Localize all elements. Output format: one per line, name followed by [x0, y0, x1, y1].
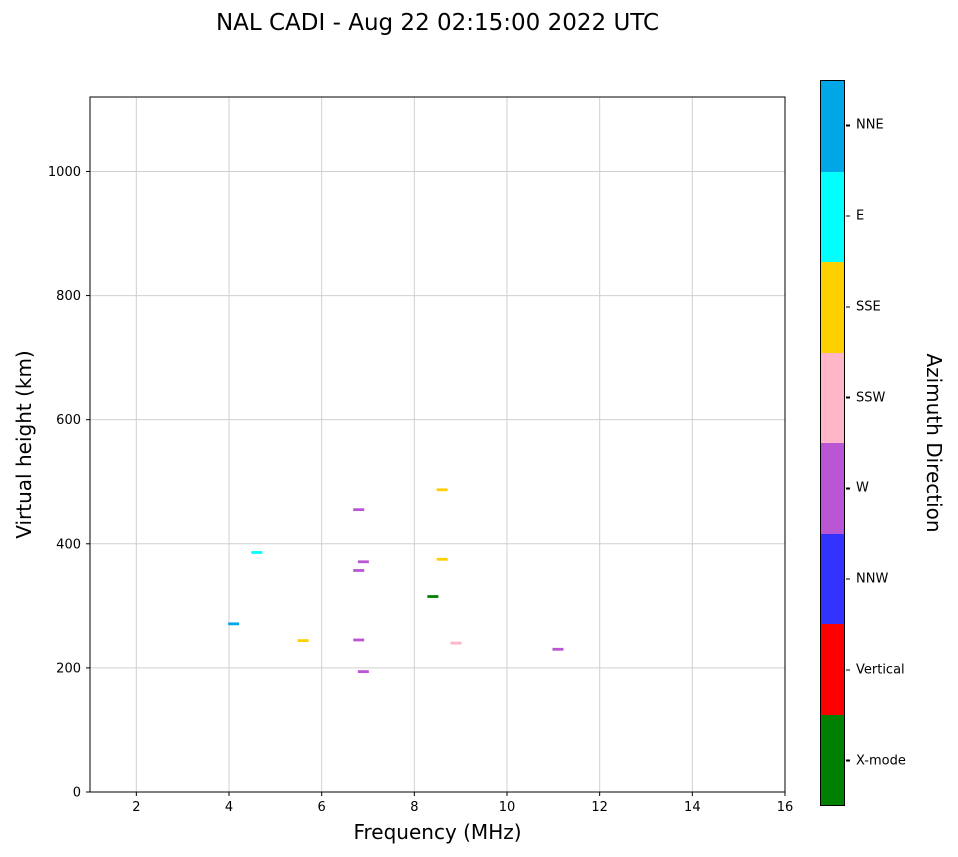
colorbar-tick-X-mode: X-mode [846, 753, 906, 768]
colorbar-tickmark [846, 759, 850, 762]
colorbar-label: X-mode [856, 753, 906, 769]
colorbar-tick-SSW: SSW [846, 390, 885, 405]
colorbar-label: Vertical [856, 662, 905, 678]
y-axis-label: Virtual height (km) [12, 350, 36, 539]
colorbar-label: SSE [856, 299, 881, 315]
x-tick-label: 10 [499, 800, 516, 815]
colorbar-segment-X-mode [821, 714, 844, 805]
colorbar-tickmark [846, 124, 850, 127]
colorbar-segment-SSW [821, 352, 844, 443]
colorbar-label: E [856, 208, 865, 224]
x-axis-label: Frequency (MHz) [353, 820, 522, 844]
colorbar-tickmark [846, 215, 850, 217]
x-tick-label: 2 [132, 800, 140, 815]
colorbar-tick-NNE: NNE [846, 118, 884, 133]
colorbar-tick-Vertical: Vertical [846, 662, 905, 677]
chart-title: NAL CADI - Aug 22 02:15:00 2022 UTC [215, 10, 660, 36]
colorbar [820, 80, 845, 806]
colorbar-segment-E [821, 171, 844, 262]
x-tick-label: 4 [225, 800, 233, 815]
colorbar-tick-NNW: NNW [846, 572, 888, 587]
colorbar-tickmark [846, 487, 850, 490]
y-tick-label: 400 [56, 537, 81, 552]
colorbar-tick-E: E [846, 209, 864, 224]
y-tick-label: 0 [73, 786, 81, 801]
y-tick-label: 600 [56, 413, 81, 428]
colorbar-label: NNE [856, 117, 884, 133]
colorbar-axis-label: Azimuth Direction [922, 353, 946, 533]
y-tick-label: 800 [56, 289, 81, 304]
colorbar-segment-SSE [821, 262, 844, 353]
colorbar-tickmark [846, 669, 850, 671]
colorbar-label: SSW [856, 390, 886, 406]
x-tick-label: 12 [591, 800, 608, 815]
x-tick-label: 6 [318, 800, 326, 815]
y-tick-label: 200 [56, 661, 81, 676]
colorbar-tickmark [846, 306, 850, 308]
plot-area: 2 4 6 8 10 12 14 16 0 200 400 600 800 1000 [48, 96, 793, 815]
x-tick-label: 14 [684, 800, 701, 815]
colorbar-segment-NNE [821, 81, 844, 172]
colorbar-segment-Vertical [821, 624, 844, 715]
colorbar-tick-W: W [846, 481, 869, 496]
colorbar-segment-NNW [821, 533, 844, 624]
colorbar-tickmark [846, 396, 850, 399]
x-tick-label: 16 [777, 800, 794, 815]
colorbar-segment-W [821, 443, 844, 534]
colorbar-tick-SSE: SSE [846, 299, 881, 314]
colorbar-labels: NNE E SSE SSW W NNW Vertical X-mode [846, 80, 956, 806]
y-tick-label: 1000 [48, 165, 81, 180]
colorbar-label: W [856, 480, 869, 496]
colorbar-tickmark [846, 578, 850, 580]
x-tick-label: 8 [410, 800, 418, 815]
plot-canvas: 2 4 6 8 10 12 14 16 0 200 400 600 800 1000 [48, 96, 793, 815]
colorbar-label: NNW [856, 571, 889, 587]
plot-border [89, 96, 786, 793]
